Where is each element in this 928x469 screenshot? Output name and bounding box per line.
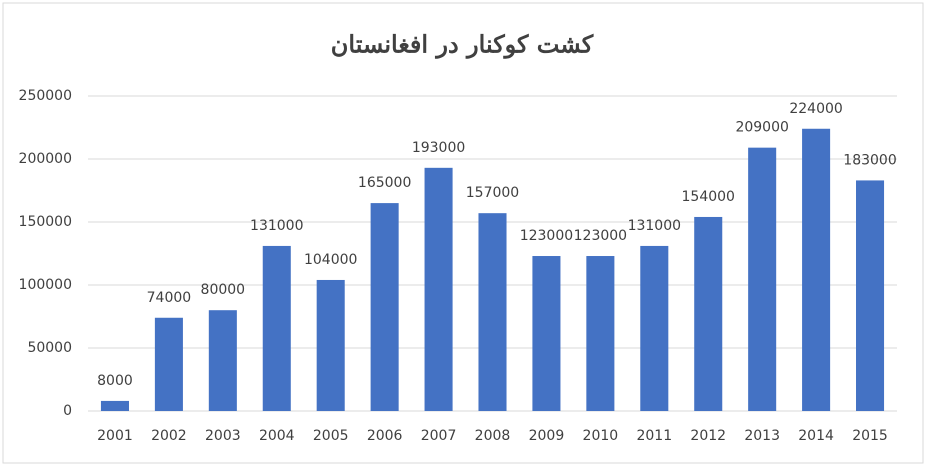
- y-tick-label: 250000: [19, 88, 72, 104]
- bar: [154, 317, 183, 411]
- x-tick-label: 2013: [744, 428, 780, 444]
- data-label: 74000: [147, 290, 192, 306]
- bar: [586, 256, 615, 411]
- x-tick-label: 2015: [852, 428, 888, 444]
- data-label: 165000: [358, 175, 411, 191]
- x-tick-label: 2009: [529, 428, 565, 444]
- x-tick-label: 2007: [421, 428, 457, 444]
- data-label: 80000: [201, 282, 246, 298]
- bar: [856, 180, 885, 411]
- bar: [532, 256, 561, 411]
- y-tick-label: 50000: [27, 340, 72, 356]
- data-label: 131000: [250, 218, 303, 234]
- data-label: 8000: [97, 373, 133, 389]
- y-tick-label: 0: [63, 403, 72, 419]
- bar: [208, 310, 237, 411]
- bar: [424, 167, 453, 411]
- x-tick-label: 2014: [798, 428, 834, 444]
- data-label: 131000: [628, 218, 681, 234]
- x-tick-label: 2005: [313, 428, 349, 444]
- x-tick-label: 2002: [151, 428, 187, 444]
- x-tick-label: 2006: [367, 428, 403, 444]
- y-tick-label: 200000: [19, 151, 72, 167]
- y-tick-label: 100000: [19, 277, 72, 293]
- chart-frame: [2, 2, 924, 464]
- chart-title: کشت کوکنار در افغانستان: [331, 30, 594, 60]
- data-label: 183000: [843, 152, 896, 168]
- data-label: 123000: [574, 228, 627, 244]
- data-label: 123000: [520, 228, 573, 244]
- x-tick-label: 2004: [259, 428, 295, 444]
- x-tick-label: 2010: [583, 428, 619, 444]
- x-tick-label: 2008: [475, 428, 511, 444]
- x-tick-label: 2001: [97, 428, 133, 444]
- data-label: 104000: [304, 252, 357, 268]
- x-tick-label: 2003: [205, 428, 241, 444]
- bar: [802, 128, 831, 411]
- data-label: 224000: [789, 101, 842, 117]
- bar: [694, 216, 723, 411]
- data-label: 157000: [466, 185, 519, 201]
- bar: [316, 279, 345, 411]
- data-label: 193000: [412, 140, 465, 156]
- bar: [262, 245, 291, 411]
- x-tick-label: 2012: [690, 428, 726, 444]
- y-tick-label: 150000: [19, 214, 72, 230]
- bar: [748, 147, 777, 411]
- data-label: 154000: [682, 189, 735, 205]
- bar: [478, 213, 507, 411]
- bar: [370, 203, 399, 411]
- bar: [640, 245, 669, 411]
- data-label: 209000: [735, 120, 788, 136]
- x-tick-label: 2011: [636, 428, 672, 444]
- bar: [100, 400, 129, 411]
